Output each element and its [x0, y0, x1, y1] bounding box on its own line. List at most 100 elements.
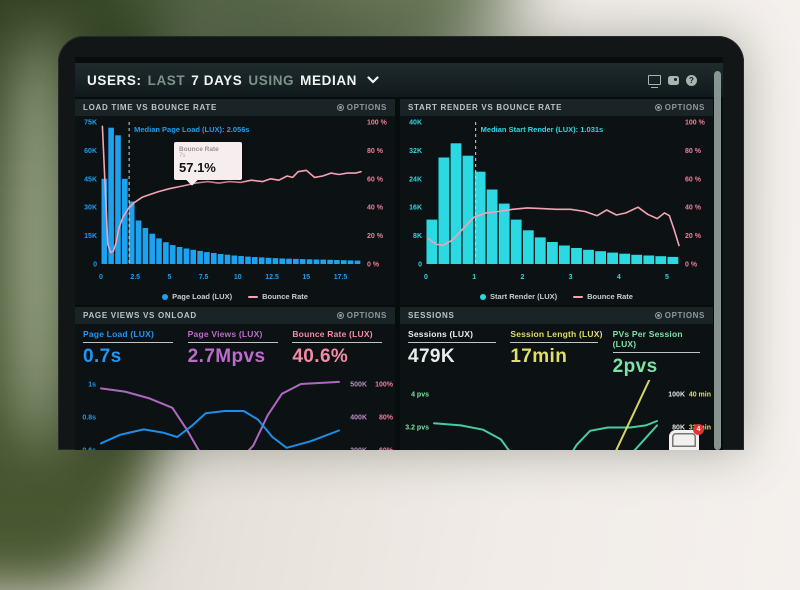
tooltip-x-value: 7s: [179, 153, 186, 159]
dashboard-screen: USERS: LAST 7 DAYS USING MEDIAN ? LOAD T…: [75, 57, 723, 450]
metric-session-length: Session Length (LUX) 17min: [510, 329, 602, 378]
svg-text:40 %: 40 %: [685, 205, 702, 212]
options-button[interactable]: OPTIONS: [654, 103, 705, 112]
chat-widget-button[interactable]: 4: [669, 424, 704, 450]
metric-sessions: Sessions (LUX) 479K: [408, 329, 500, 378]
svg-text:0.6s: 0.6s: [82, 448, 96, 451]
metric-label: Page Views (LUX): [187, 329, 263, 339]
metric-bounce-rate: Bounce Rate (LUX) 40.6%: [292, 329, 387, 368]
svg-text:80 %: 80 %: [367, 148, 384, 155]
notification-badge: 4: [693, 424, 704, 435]
svg-text:100%: 100%: [375, 382, 394, 389]
gear-icon: [336, 104, 344, 111]
svg-text:2: 2: [520, 274, 524, 281]
svg-text:20 %: 20 %: [685, 233, 702, 240]
metric-value: 2pvs: [612, 356, 658, 377]
svg-text:8K: 8K: [413, 233, 422, 240]
svg-text:100 %: 100 %: [367, 120, 388, 127]
phone-icon[interactable]: [668, 75, 679, 85]
options-label: OPTIONS: [664, 311, 705, 320]
panel-header: SESSIONS OPTIONS: [400, 307, 713, 324]
panel-title: START RENDER VS BOUNCE RATE: [408, 103, 563, 112]
gear-icon: [654, 312, 662, 319]
gear-icon: [336, 312, 344, 319]
legend-label: Page Load (LUX): [172, 292, 233, 301]
metric-label: Sessions (LUX): [408, 329, 474, 339]
svg-text:15K: 15K: [84, 233, 97, 240]
metric-underline: [187, 342, 278, 343]
screen-scrollbar[interactable]: [714, 71, 721, 450]
svg-text:4 pvs: 4 pvs: [411, 392, 429, 399]
panel-load-time-vs-bounce-rate: LOAD TIME VS BOUNCE RATE OPTIONS 75K 60K 4…: [75, 99, 395, 305]
svg-text:60%: 60%: [379, 448, 394, 451]
svg-text:500K: 500K: [350, 382, 367, 389]
svg-text:7.5: 7.5: [199, 274, 209, 281]
panel-sessions: SESSIONS OPTIONS Sessions (LUX) 479K Ses…: [400, 307, 713, 450]
svg-text:0.8s: 0.8s: [82, 415, 96, 422]
svg-text:300K: 300K: [350, 448, 367, 451]
panel-header: PAGE VIEWS VS ONLOAD OPTIONS: [75, 307, 395, 324]
median-label: MEDIAN: [300, 72, 358, 88]
svg-text:100 %: 100 %: [685, 120, 706, 127]
legend-line-icon: [573, 295, 584, 298]
metric-label: Bounce Rate (LUX): [292, 329, 373, 339]
metric-underline: [510, 342, 599, 343]
metric-label: PVs Per Session (LUX): [612, 329, 683, 349]
days-label: 7 DAYS: [191, 72, 243, 88]
users-label: USERS:: [87, 72, 142, 88]
svg-text:0: 0: [93, 262, 97, 269]
metric-label: Page Load (LUX): [83, 329, 155, 339]
options-button[interactable]: OPTIONS: [336, 103, 387, 112]
svg-text:60 %: 60 %: [367, 176, 384, 183]
svg-text:3.2 pvs: 3.2 pvs: [405, 425, 429, 432]
using-label: USING: [248, 72, 295, 88]
svg-text:40 min: 40 min: [689, 392, 711, 399]
help-icon[interactable]: ?: [686, 74, 697, 86]
chevron-down-icon[interactable]: [367, 76, 379, 84]
svg-text:15: 15: [302, 274, 310, 281]
svg-text:10: 10: [234, 274, 242, 281]
svg-text:Median Page Load (LUX): 2.056s: Median Page Load (LUX): 2.056s: [134, 125, 249, 134]
svg-text:80%: 80%: [379, 415, 394, 422]
legend-dot-icon: [480, 293, 487, 300]
svg-text:3: 3: [569, 274, 573, 281]
svg-text:80K: 80K: [672, 425, 685, 432]
chart-legend: Page Load (LUX) Bounce Rate: [75, 288, 395, 305]
svg-text:32K: 32K: [409, 148, 422, 155]
options-label: OPTIONS: [664, 103, 705, 112]
page-views-onload-line-chart: 1s 0.8s 0.6s 500K 400K 300K 100% 80% 60%: [82, 380, 394, 451]
options-button[interactable]: OPTIONS: [336, 311, 387, 320]
svg-text:60K: 60K: [84, 148, 97, 155]
svg-text:1s: 1s: [88, 382, 96, 389]
last-label: LAST: [147, 72, 186, 88]
options-label: OPTIONS: [346, 103, 387, 112]
display-icon[interactable]: [648, 75, 661, 88]
load-time-histogram-chart: 75K 60K 45K 30K 15K 0 100 % 80 % 60 % 40 % 20 % 0 %…: [84, 120, 388, 282]
svg-text:400K: 400K: [350, 415, 367, 422]
legend-label: Bounce Rate: [587, 292, 633, 301]
metric-page-load: Page Load (LUX) 0.7s: [83, 329, 178, 368]
metric-underline: [83, 342, 173, 343]
metric-underline: [612, 352, 701, 353]
metric-pvs-per-session: PVs Per Session (LUX) 2pvs: [612, 329, 705, 378]
options-button[interactable]: OPTIONS: [654, 311, 705, 320]
legend-line-icon: [248, 295, 259, 298]
filter-title[interactable]: USERS: LAST 7 DAYS USING MEDIAN: [87, 73, 379, 88]
panel-title: LOAD TIME VS BOUNCE RATE: [83, 103, 217, 112]
svg-text:0 %: 0 %: [367, 262, 380, 269]
panel-start-render-vs-bounce-rate: START RENDER VS BOUNCE RATE OPTIONS 40K 3…: [400, 99, 713, 305]
legend-label: Bounce Rate: [262, 292, 308, 301]
tooltip-series: Bounce Rate: [179, 146, 219, 153]
chart-legend: Start Render (LUX) Bounce Rate: [400, 288, 713, 305]
svg-text:0: 0: [424, 274, 428, 281]
metric-value: 17min: [510, 346, 568, 367]
svg-text:5: 5: [665, 274, 669, 281]
svg-text:30K: 30K: [84, 205, 97, 212]
svg-text:40K: 40K: [409, 120, 422, 127]
svg-text:5: 5: [167, 274, 171, 281]
svg-text:4: 4: [617, 274, 621, 281]
svg-text:0 %: 0 %: [685, 262, 698, 269]
metric-label: Session Length (LUX): [510, 329, 603, 339]
svg-text:Median Start Render (LUX): 1.0: Median Start Render (LUX): 1.031s: [481, 125, 604, 134]
